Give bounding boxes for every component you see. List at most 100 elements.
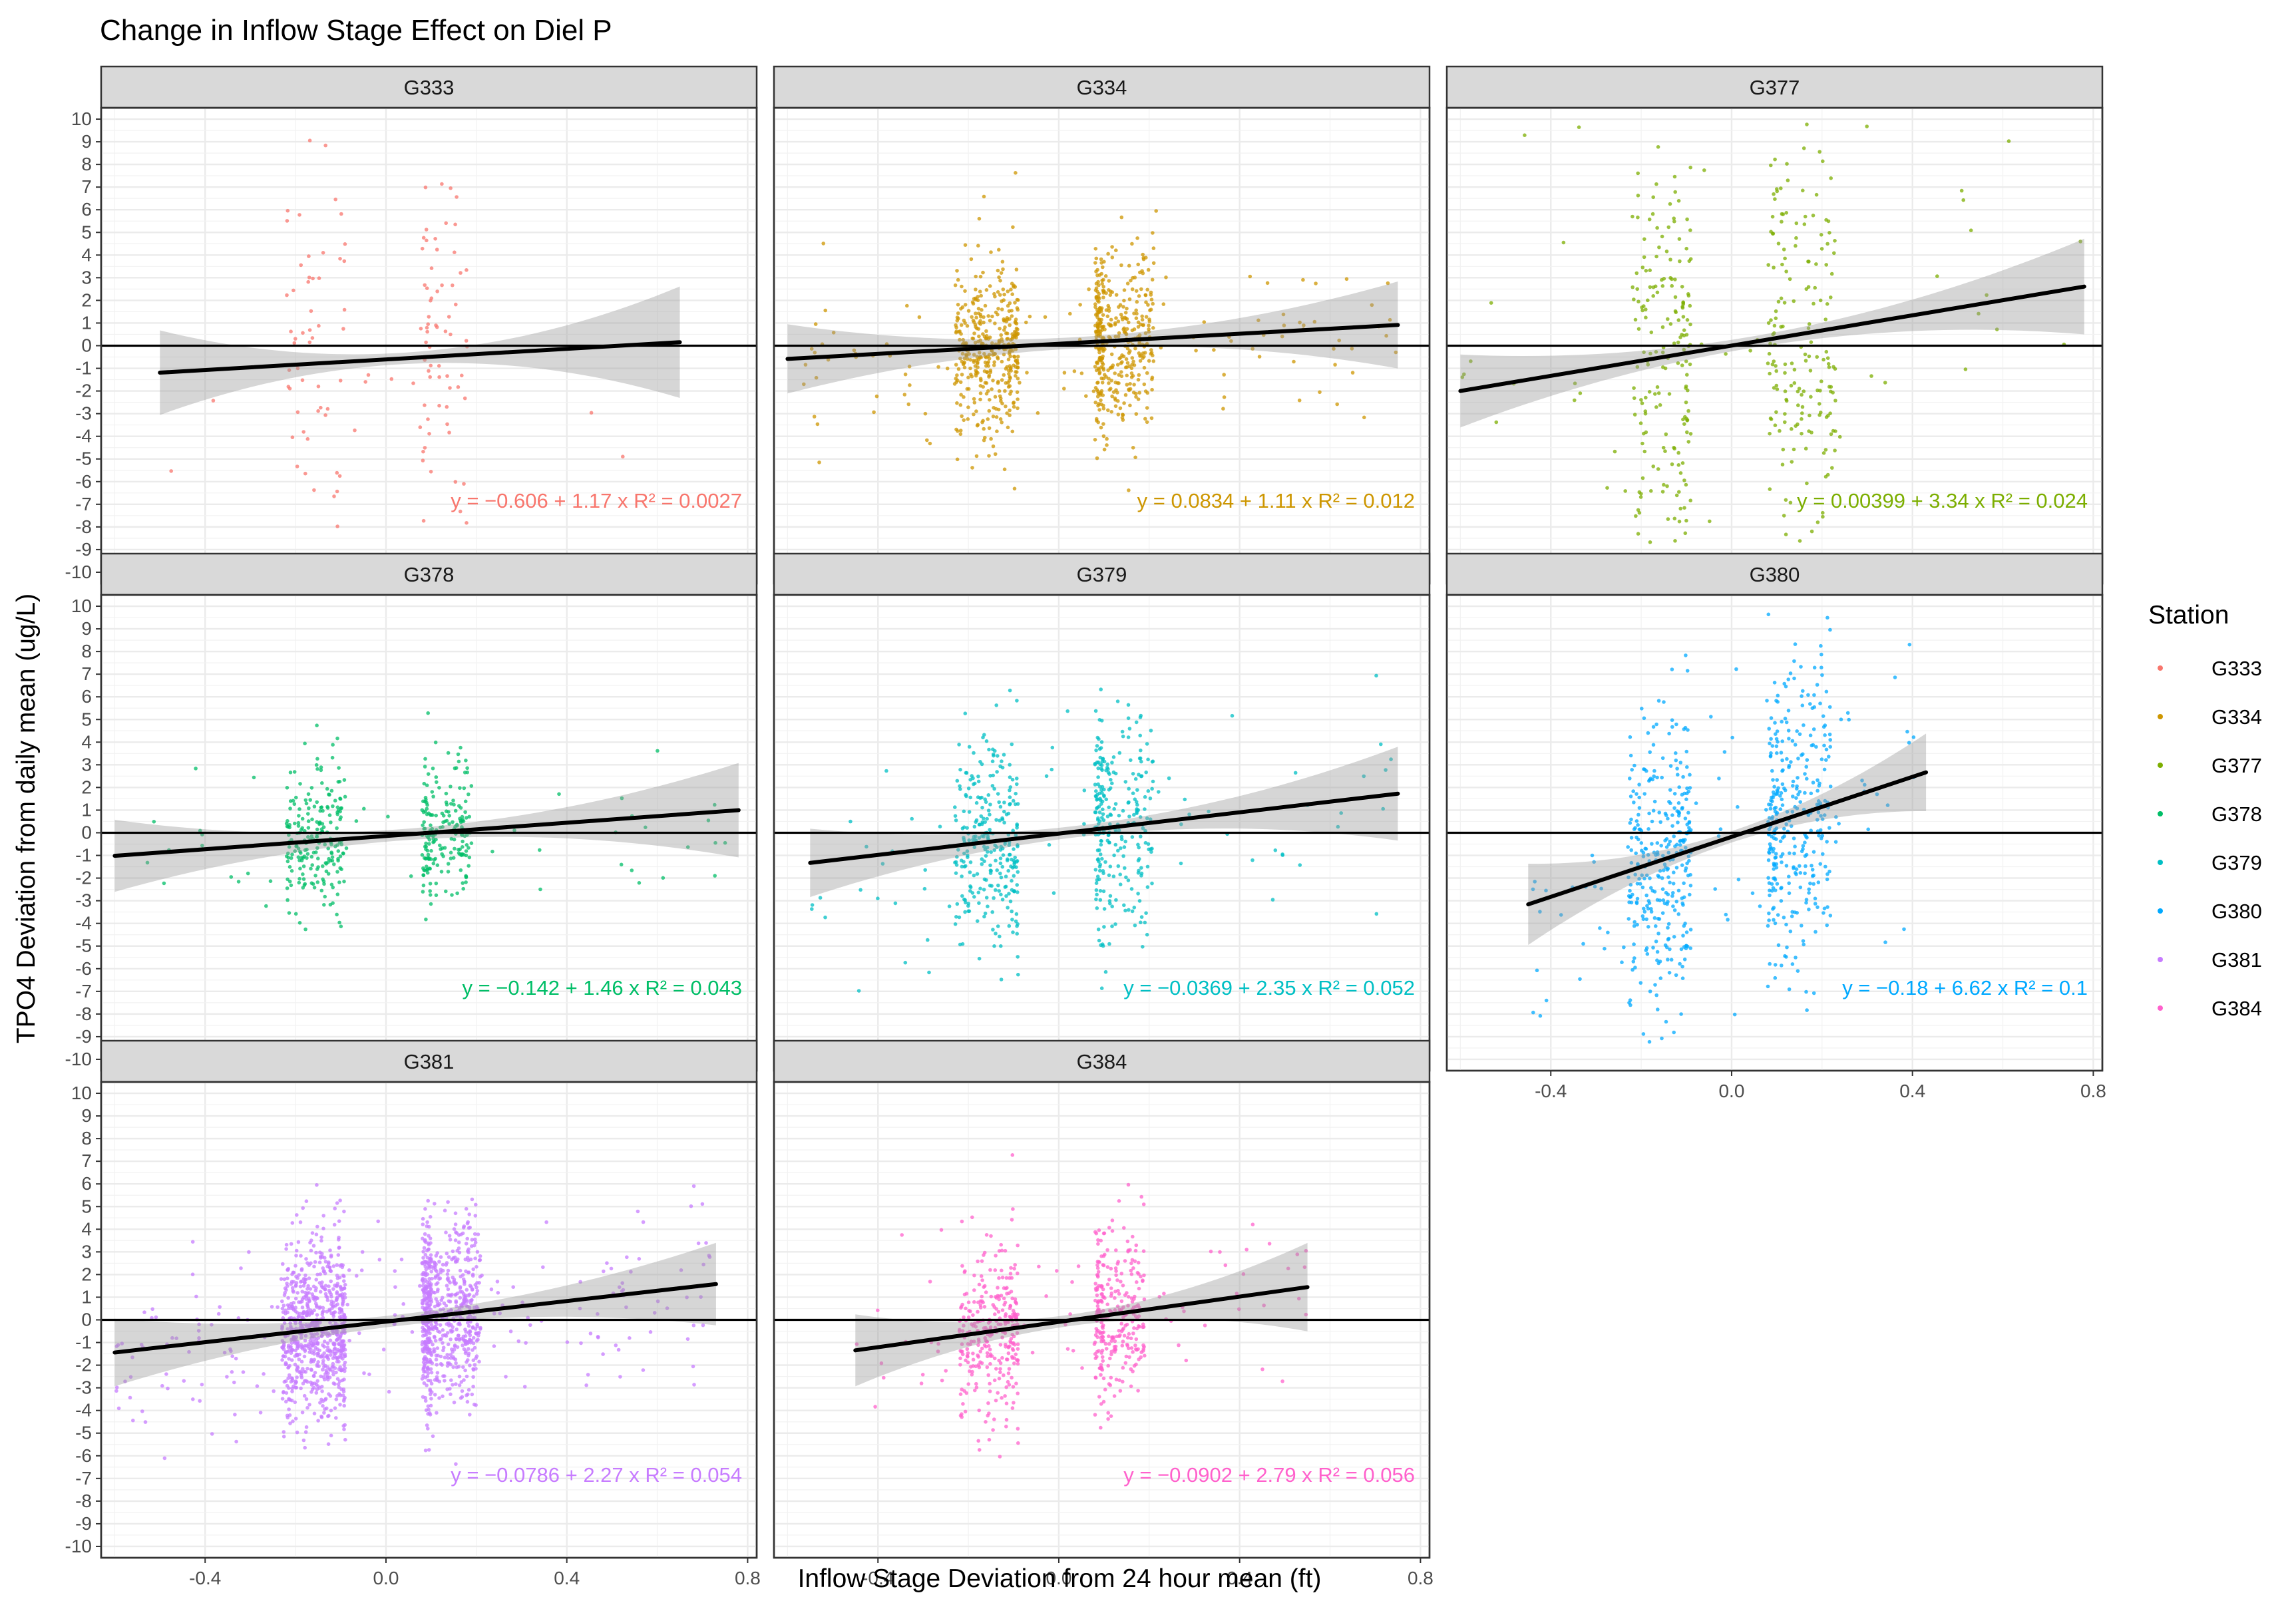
data-point [315, 1183, 319, 1187]
data-point [376, 1219, 380, 1224]
data-point [342, 778, 347, 782]
data-point [123, 1379, 127, 1383]
data-point [1823, 864, 1827, 869]
data-point [421, 449, 425, 454]
data-point [444, 809, 449, 813]
data-point [1828, 627, 1832, 632]
data-point [962, 395, 966, 399]
data-point [1664, 250, 1669, 254]
data-point [1648, 989, 1652, 993]
data-point [280, 1324, 284, 1328]
data-point [972, 873, 976, 878]
data-point [1783, 362, 1788, 367]
data-point [422, 1246, 427, 1250]
data-point [1774, 410, 1778, 415]
data-point [902, 393, 907, 397]
data-point [980, 762, 984, 767]
data-point [1145, 885, 1150, 889]
data-point [1109, 352, 1114, 357]
data-point [1818, 150, 1821, 154]
data-point [1771, 790, 1776, 795]
data-point [1680, 901, 1684, 906]
data-point [1106, 408, 1110, 413]
data-point [1000, 339, 1004, 343]
data-point [1834, 815, 1838, 819]
data-point [323, 1284, 328, 1288]
data-point [990, 349, 994, 353]
data-point [162, 1456, 167, 1461]
data-point [1374, 912, 1379, 916]
data-point [1126, 703, 1131, 707]
data-point [1150, 846, 1154, 851]
data-point [1792, 836, 1796, 840]
data-point [489, 1287, 494, 1292]
data-point [1011, 930, 1015, 934]
data-point [1684, 246, 1688, 251]
data-point [998, 934, 1002, 939]
data-point [1107, 873, 1111, 878]
data-point [1774, 744, 1779, 749]
data-point [325, 787, 329, 791]
data-point [990, 314, 994, 319]
data-point [984, 739, 989, 743]
data-point [624, 1305, 628, 1310]
data-point [1800, 431, 1804, 436]
data-point [445, 405, 449, 409]
data-point [661, 876, 666, 880]
data-point [1145, 932, 1149, 937]
data-point [446, 1200, 450, 1204]
data-point [504, 1375, 508, 1379]
data-point [1678, 471, 1683, 475]
data-point [302, 1354, 307, 1359]
data-point [317, 820, 322, 824]
data-point [1825, 302, 1829, 306]
data-point [444, 1304, 449, 1308]
data-point [333, 197, 338, 202]
data-point [451, 1275, 455, 1280]
data-point [970, 466, 974, 470]
data-point [1008, 795, 1012, 799]
data-point [299, 1359, 304, 1364]
data-point [1656, 145, 1660, 149]
data-point [338, 379, 343, 383]
data-point [315, 757, 319, 761]
data-point [1794, 796, 1798, 800]
data-point [286, 818, 289, 823]
data-point [1638, 421, 1643, 425]
data-point [1101, 807, 1105, 812]
data-point [1771, 332, 1775, 337]
data-point [964, 353, 968, 358]
data-point [1102, 793, 1106, 798]
data-point [1626, 917, 1631, 921]
data-point [1132, 311, 1136, 315]
data-point [972, 824, 977, 829]
data-point [424, 340, 428, 345]
data-point [218, 1305, 222, 1309]
data-point [1120, 729, 1125, 734]
data-point [992, 351, 996, 355]
data-point [596, 1335, 600, 1339]
data-point [907, 364, 912, 369]
data-point [296, 824, 301, 828]
data-point [467, 1347, 471, 1351]
data-point [1647, 390, 1652, 394]
data-point [452, 1227, 457, 1231]
data-point [1093, 868, 1098, 872]
data-point [1831, 391, 1835, 395]
data-point [984, 334, 989, 338]
data-point [287, 879, 292, 884]
data-point [294, 1385, 299, 1390]
data-point [1107, 335, 1111, 339]
data-point [339, 924, 343, 928]
data-point [925, 438, 929, 443]
data-point [335, 1263, 339, 1267]
data-point [1130, 287, 1135, 291]
data-point [282, 1304, 286, 1308]
data-point [1103, 373, 1107, 377]
data-point [424, 844, 429, 849]
data-point [450, 893, 454, 897]
data-point [1091, 389, 1096, 393]
data-point [312, 804, 317, 808]
data-point [320, 1389, 324, 1393]
